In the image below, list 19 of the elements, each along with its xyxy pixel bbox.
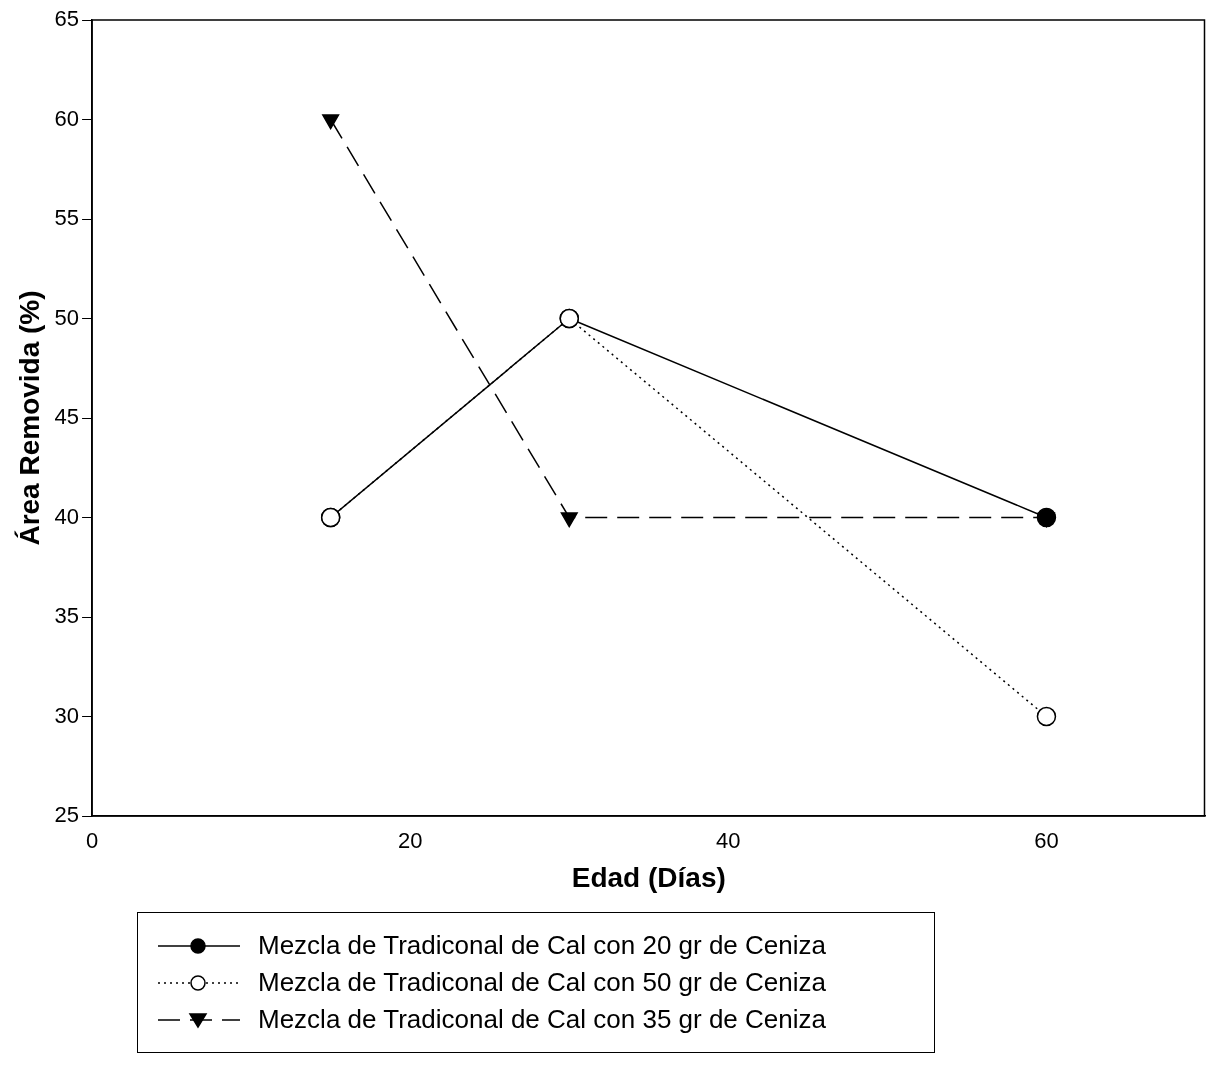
y-tick-label: 40 — [54, 503, 80, 529]
point — [1036, 507, 1057, 528]
y-tick-label: 55 — [54, 205, 80, 231]
x-tick-label: 40 — [716, 828, 741, 854]
y-tick-label: 65 — [54, 6, 80, 32]
x-axis-title: Edad (Días) — [571, 861, 726, 893]
x-tick-label: 60 — [1034, 828, 1059, 854]
legend-label: Mezcla de Tradiconal de Cal con 35 gr de Ceniza — [258, 1004, 826, 1035]
legend-label: Mezcla de Tradiconal de Cal con 20 gr de Ceniza — [258, 930, 826, 961]
y-tick-label: 60 — [54, 105, 80, 131]
x-tick-label: 20 — [397, 828, 423, 854]
legend-label: Mezcla de Tradiconal de Cal con 50 gr de Ceniza — [258, 967, 826, 998]
y-tick-label: 30 — [54, 702, 80, 728]
y-tick-label: 25 — [54, 802, 80, 828]
y-tick-label: 35 — [54, 603, 80, 629]
y-axis-title: Área Removida (%) — [13, 290, 45, 546]
y-tick-label: 45 — [54, 404, 80, 430]
x-tick-label: 0 — [85, 828, 99, 854]
y-tick-label: 50 — [54, 304, 80, 330]
